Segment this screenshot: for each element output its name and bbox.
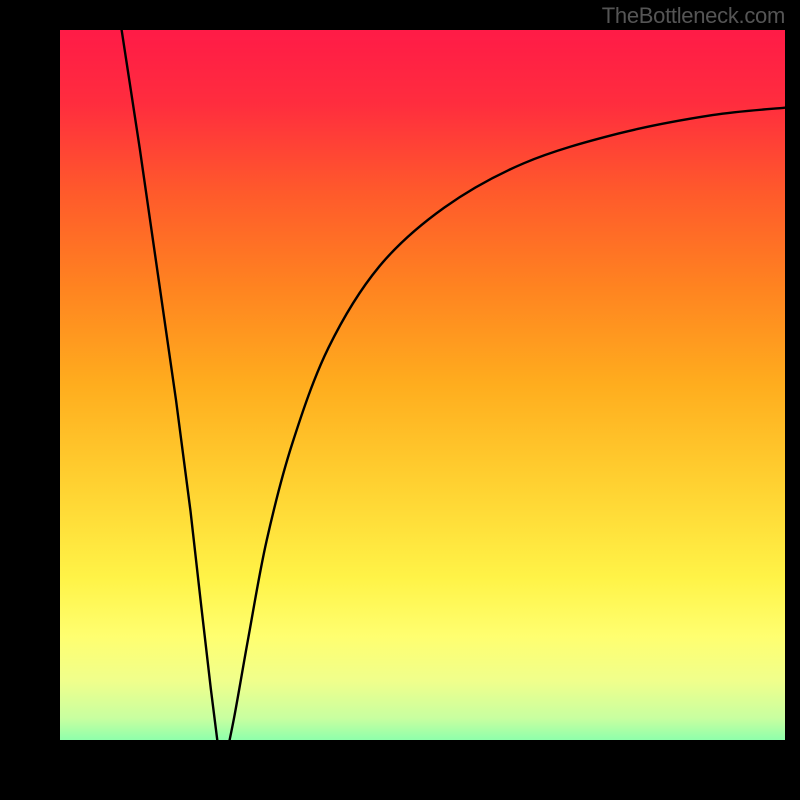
frame-border — [30, 740, 800, 770]
frame-border — [30, 30, 60, 770]
chart-container: { "watermark": { "text": "TheBottleneck.… — [0, 0, 800, 800]
bottleneck-chart — [0, 0, 800, 800]
gradient-background — [60, 30, 785, 770]
